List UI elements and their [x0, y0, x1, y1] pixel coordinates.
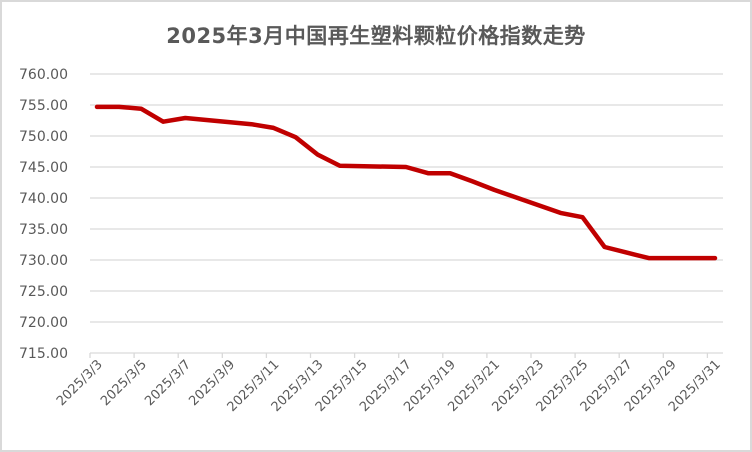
price-index-line [94, 104, 718, 261]
y-tick-label: 720.00 [19, 315, 68, 331]
y-tick-label: 740.00 [19, 191, 68, 207]
x-tick-label: 2025/3/5 [98, 357, 150, 409]
y-tick-label: 730.00 [19, 253, 68, 269]
y-tick-label: 735.00 [19, 222, 68, 238]
x-tick-label: 2025/3/7 [142, 357, 194, 409]
y-tick-label: 755.00 [19, 98, 68, 114]
y-tick-label: 760.00 [19, 67, 68, 83]
y-tick-label: 745.00 [19, 160, 68, 176]
y-tick-label: 750.00 [19, 129, 68, 145]
y-tick-label: 725.00 [19, 284, 68, 300]
chart-title: 2025年3月中国再生塑料颗粒价格指数走势 [166, 24, 586, 48]
x-tick-label: 2025/3/3 [54, 357, 106, 409]
y-tick-label: 715.00 [19, 346, 68, 362]
